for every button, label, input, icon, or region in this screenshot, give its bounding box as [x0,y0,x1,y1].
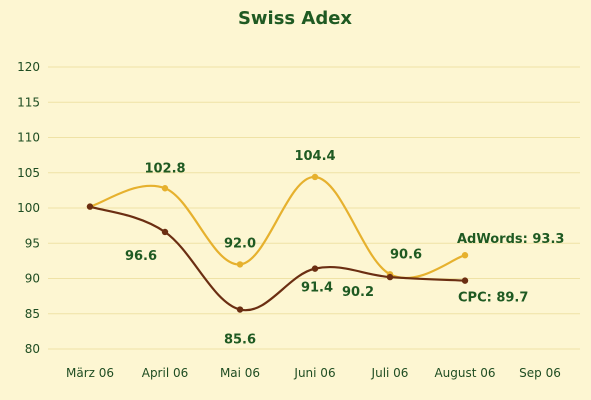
data-label-adwords: 90.6 [390,247,422,262]
data-label-adwords: 92.0 [224,236,256,251]
axis-ticks: 80 85 90 95 100 105 110 115 120 März 06 April 06 Ma… [17,60,561,380]
y-tick-label: 120 [17,60,40,74]
grid [48,66,580,350]
x-tick-label: Mai 06 [220,366,260,380]
y-tick-label: 115 [17,95,40,109]
data-label-cpc: 90.2 [342,285,374,300]
data-point-cpc [311,265,319,272]
data-label-cpc: 96.6 [125,249,157,264]
data-label-adwords: 104.4 [294,149,335,164]
x-tick-label: März 06 [66,366,114,380]
data-label-adwords: 102.8 [144,161,185,176]
data-label-adwords: AdWords: 93.3 [457,232,564,247]
data-point-adwords [161,185,169,192]
x-tick-label: Sep 06 [519,366,561,380]
data-point-adwords [236,261,244,268]
y-tick-label: 95 [25,236,40,250]
data-labels: 102.8 92.0 104.4 90.6 AdWords: 93.3 96.6 85.6 9… [125,149,564,348]
y-tick-label: 90 [25,272,40,286]
data-label-cpc: 85.6 [224,333,256,348]
data-label-cpc: CPC: 89.7 [458,291,528,306]
x-tick-label: Juli 06 [371,366,409,380]
chart-title: Swiss Adex [238,8,352,29]
x-tick-label: August 06 [434,366,495,380]
data-points [86,173,469,313]
data-label-cpc: 91.4 [301,281,333,296]
y-tick-label: 85 [25,307,40,321]
y-tick-label: 105 [17,166,40,180]
y-tick-label: 100 [17,201,40,215]
x-tick-label: Juni 06 [293,366,335,380]
data-point-adwords [311,173,319,181]
x-tick-label: April 06 [142,366,189,380]
data-point-cpc [461,277,469,284]
data-point-cpc [386,273,394,281]
data-point-adwords [461,252,469,259]
y-tick-label: 110 [17,131,40,145]
data-point-cpc [161,228,169,236]
y-tick-label: 80 [25,342,40,356]
data-point-cpc [236,306,244,313]
data-point-cpc [86,203,94,210]
